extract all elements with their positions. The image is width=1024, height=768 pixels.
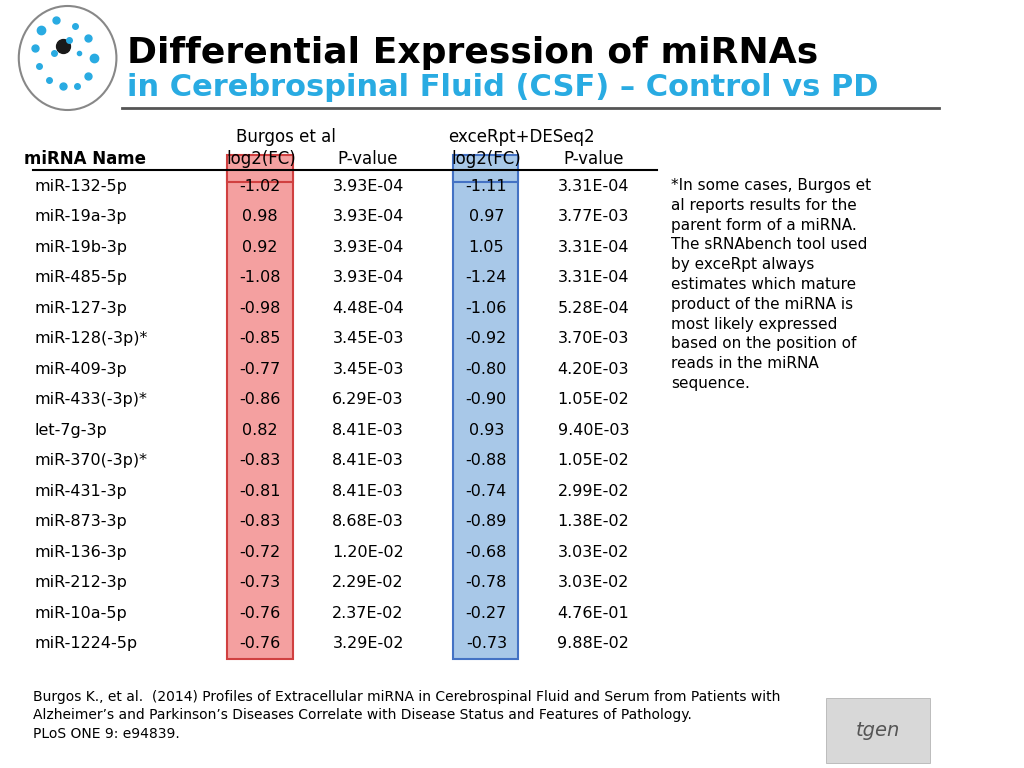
Text: 0.97: 0.97 — [469, 209, 504, 224]
Text: -0.83: -0.83 — [240, 453, 281, 468]
Text: miR-132-5p: miR-132-5p — [35, 179, 128, 194]
Text: 3.31E-04: 3.31E-04 — [558, 179, 629, 194]
Text: miR-128(-3p)*: miR-128(-3p)* — [35, 331, 148, 346]
Text: -0.98: -0.98 — [240, 301, 281, 316]
Text: let-7g-3p: let-7g-3p — [35, 422, 108, 438]
Text: *In some cases, Burgos et
al reports results for the
parent form of a miRNA.
The: *In some cases, Burgos et al reports res… — [672, 178, 871, 391]
Text: 3.93E-04: 3.93E-04 — [333, 209, 403, 224]
Text: 1.38E-02: 1.38E-02 — [557, 515, 630, 529]
Text: 3.03E-02: 3.03E-02 — [558, 545, 629, 560]
FancyBboxPatch shape — [227, 171, 293, 659]
Text: -0.78: -0.78 — [466, 575, 507, 591]
Text: -0.72: -0.72 — [240, 545, 281, 560]
Text: 5.28E-04: 5.28E-04 — [557, 301, 630, 316]
Text: 1.05: 1.05 — [469, 240, 504, 255]
Text: 0.93: 0.93 — [469, 422, 504, 438]
Text: -0.73: -0.73 — [466, 636, 507, 651]
Text: -0.76: -0.76 — [240, 636, 281, 651]
Text: -0.80: -0.80 — [466, 362, 507, 377]
Text: miR-136-3p: miR-136-3p — [35, 545, 128, 560]
Text: 8.41E-03: 8.41E-03 — [332, 453, 403, 468]
Text: 3.31E-04: 3.31E-04 — [558, 240, 629, 255]
Circle shape — [18, 6, 117, 110]
Text: 0.82: 0.82 — [243, 422, 278, 438]
Text: log2(FC): log2(FC) — [452, 150, 521, 168]
Text: 1.05E-02: 1.05E-02 — [557, 453, 630, 468]
Text: -0.27: -0.27 — [466, 606, 507, 621]
Text: -1.11: -1.11 — [466, 179, 507, 194]
Text: 3.31E-04: 3.31E-04 — [558, 270, 629, 285]
Text: exceRpt+DESeq2: exceRpt+DESeq2 — [447, 128, 594, 146]
Text: -0.81: -0.81 — [240, 484, 281, 498]
Text: miR-485-5p: miR-485-5p — [35, 270, 128, 285]
Text: miR-370(-3p)*: miR-370(-3p)* — [35, 453, 147, 468]
Text: tgen: tgen — [856, 721, 900, 740]
Text: 4.76E-01: 4.76E-01 — [557, 606, 630, 621]
Text: 3.29E-02: 3.29E-02 — [333, 636, 403, 651]
Text: -0.90: -0.90 — [466, 392, 507, 407]
Text: -0.83: -0.83 — [240, 515, 281, 529]
Text: -0.74: -0.74 — [466, 484, 507, 498]
Text: -1.02: -1.02 — [240, 179, 281, 194]
Text: 3.45E-03: 3.45E-03 — [333, 331, 403, 346]
Text: miR-127-3p: miR-127-3p — [35, 301, 128, 316]
Text: 1.05E-02: 1.05E-02 — [557, 392, 630, 407]
FancyBboxPatch shape — [227, 155, 293, 182]
Text: miR-19a-3p: miR-19a-3p — [35, 209, 127, 224]
Text: -0.86: -0.86 — [240, 392, 281, 407]
Text: Burgos K., et al.  (2014) Profiles of Extracellular miRNA in Cerebrospinal Fluid: Burgos K., et al. (2014) Profiles of Ext… — [33, 690, 780, 741]
Text: 1.20E-02: 1.20E-02 — [332, 545, 403, 560]
Text: 8.41E-03: 8.41E-03 — [332, 484, 403, 498]
Text: 3.93E-04: 3.93E-04 — [333, 179, 403, 194]
Text: 8.41E-03: 8.41E-03 — [332, 422, 403, 438]
Text: P-value: P-value — [563, 150, 624, 168]
Text: P-value: P-value — [338, 150, 398, 168]
Text: -0.73: -0.73 — [240, 575, 281, 591]
Text: miRNA Name: miRNA Name — [24, 150, 145, 168]
Text: -1.06: -1.06 — [466, 301, 507, 316]
Text: -0.92: -0.92 — [466, 331, 507, 346]
Text: -0.68: -0.68 — [466, 545, 507, 560]
Text: in Cerebrospinal Fluid (CSF) – Control vs PD: in Cerebrospinal Fluid (CSF) – Control v… — [127, 73, 879, 102]
Text: 6.29E-03: 6.29E-03 — [333, 392, 403, 407]
Text: 9.88E-02: 9.88E-02 — [557, 636, 630, 651]
Text: miR-409-3p: miR-409-3p — [35, 362, 128, 377]
Text: 3.45E-03: 3.45E-03 — [333, 362, 403, 377]
Text: miR-873-3p: miR-873-3p — [35, 515, 128, 529]
Text: -0.76: -0.76 — [240, 606, 281, 621]
Text: 2.37E-02: 2.37E-02 — [333, 606, 403, 621]
Text: 2.29E-02: 2.29E-02 — [332, 575, 403, 591]
Text: 8.68E-03: 8.68E-03 — [332, 515, 403, 529]
Text: miR-1224-5p: miR-1224-5p — [35, 636, 138, 651]
Text: 0.92: 0.92 — [243, 240, 278, 255]
Text: 2.99E-02: 2.99E-02 — [558, 484, 629, 498]
Text: -1.24: -1.24 — [466, 270, 507, 285]
Text: miR-212-3p: miR-212-3p — [35, 575, 128, 591]
Text: -0.89: -0.89 — [466, 515, 507, 529]
Text: Differential Expression of miRNAs: Differential Expression of miRNAs — [127, 36, 818, 70]
Text: miR-431-3p: miR-431-3p — [35, 484, 128, 498]
Text: -0.77: -0.77 — [240, 362, 281, 377]
FancyBboxPatch shape — [453, 171, 518, 659]
Text: log2(FC): log2(FC) — [226, 150, 296, 168]
Text: 4.48E-04: 4.48E-04 — [332, 301, 403, 316]
Text: 4.20E-03: 4.20E-03 — [558, 362, 629, 377]
FancyBboxPatch shape — [453, 155, 518, 182]
Text: miR-19b-3p: miR-19b-3p — [35, 240, 128, 255]
Text: miR-433(-3p)*: miR-433(-3p)* — [35, 392, 147, 407]
Text: -0.85: -0.85 — [240, 331, 281, 346]
Text: 3.70E-03: 3.70E-03 — [558, 331, 629, 346]
Text: 3.93E-04: 3.93E-04 — [333, 240, 403, 255]
Text: -1.08: -1.08 — [240, 270, 281, 285]
Text: 3.93E-04: 3.93E-04 — [333, 270, 403, 285]
Text: 3.03E-02: 3.03E-02 — [558, 575, 629, 591]
Text: Burgos et al: Burgos et al — [237, 128, 336, 146]
Text: miR-10a-5p: miR-10a-5p — [35, 606, 128, 621]
FancyBboxPatch shape — [826, 698, 930, 763]
Text: 3.77E-03: 3.77E-03 — [558, 209, 629, 224]
Text: -0.88: -0.88 — [466, 453, 507, 468]
Text: 0.98: 0.98 — [243, 209, 278, 224]
Text: 9.40E-03: 9.40E-03 — [558, 422, 629, 438]
